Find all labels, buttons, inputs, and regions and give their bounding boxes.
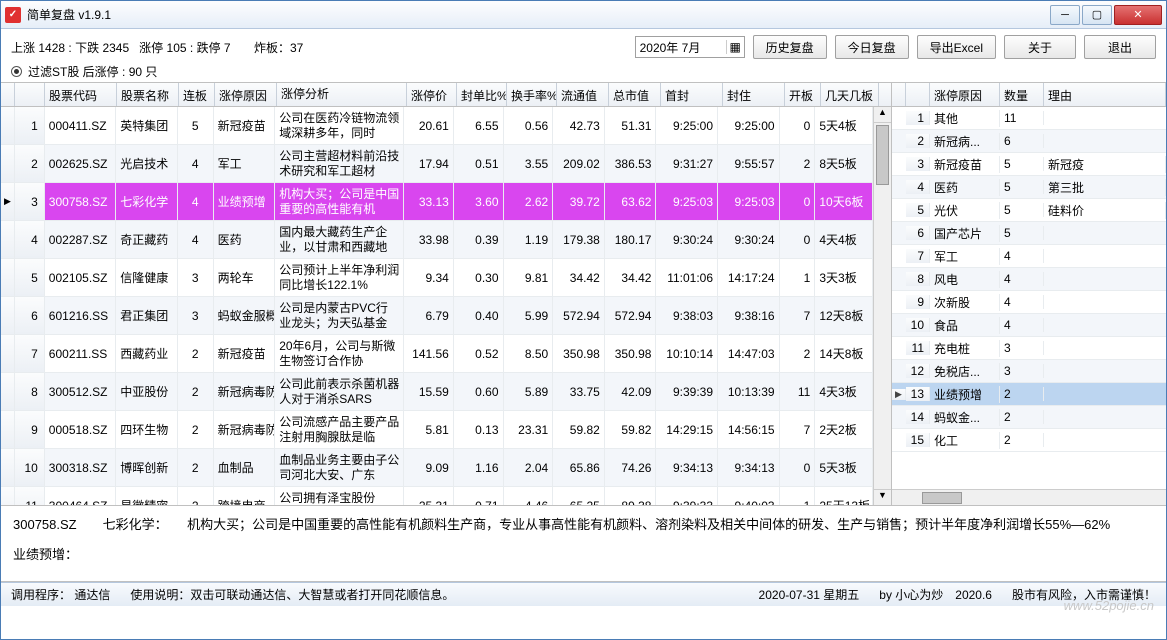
app-icon: ✓ bbox=[5, 7, 21, 23]
side-row[interactable]: 12免税店...3 bbox=[892, 360, 1166, 383]
table-body[interactable]: 1000411.SZ英特集团5新冠疫苗公司在医药冷链物流领域深耕多年，同时20.… bbox=[1, 107, 873, 505]
vertical-scrollbar[interactable]: ▲ ▼ bbox=[873, 107, 891, 505]
about-button[interactable]: 关于 bbox=[1004, 35, 1076, 59]
table-row[interactable]: 5002105.SZ信隆健康3两轮车公司预计上半年净利润同比增长122.1%9.… bbox=[1, 259, 873, 297]
table-row[interactable]: 6601216.SS君正集团3蚂蚁金服概念股公司是内蒙古PVC行业龙头；为天弘基… bbox=[1, 297, 873, 335]
col-board[interactable]: 连板 bbox=[179, 83, 215, 106]
minimize-button[interactable]: ─ bbox=[1050, 5, 1080, 25]
side-row[interactable]: 3新冠疫苗5新冠疫 bbox=[892, 153, 1166, 176]
status-prog: 调用程序： 通达信 bbox=[11, 586, 110, 603]
side-row[interactable]: 7军工4 bbox=[892, 245, 1166, 268]
side-row[interactable]: ▶13业绩预增2 bbox=[892, 383, 1166, 406]
side-col-reason[interactable]: 涨停原因 bbox=[930, 83, 1000, 106]
status-author: by 小心为炒 2020.6 bbox=[879, 586, 992, 603]
exit-button[interactable]: 退出 bbox=[1084, 35, 1156, 59]
col-days[interactable]: 几天几板 bbox=[821, 83, 879, 106]
scroll-up-icon[interactable]: ▲ bbox=[874, 107, 891, 123]
side-row[interactable]: 15化工2 bbox=[892, 429, 1166, 452]
history-button[interactable]: 历史复盘 bbox=[753, 35, 827, 59]
col-tot[interactable]: 总市值 bbox=[609, 83, 661, 106]
scrollbar-thumb[interactable] bbox=[876, 125, 889, 185]
date-input[interactable] bbox=[636, 40, 726, 54]
side-row[interactable]: 8风电4 bbox=[892, 268, 1166, 291]
table-row[interactable]: 10300318.SZ博晖创新2血制品血制品业务主要由子公司河北大安、广东9.0… bbox=[1, 449, 873, 487]
table-row[interactable]: 1000411.SZ英特集团5新冠疫苗公司在医药冷链物流领域深耕多年，同时20.… bbox=[1, 107, 873, 145]
status-risk: 股市有风险，入市需谨慎！ bbox=[1012, 586, 1156, 603]
scroll-down-icon[interactable]: ▼ bbox=[874, 489, 891, 505]
window-title: 简单复盘 v1.9.1 bbox=[27, 6, 1050, 23]
table-row[interactable]: 8300512.SZ中亚股份2新冠病毒防治公司此前表示杀菌机器人对于消杀SARS… bbox=[1, 373, 873, 411]
detail-line2: 业绩预增： bbox=[13, 544, 1154, 566]
maximize-button[interactable]: ▢ bbox=[1082, 5, 1112, 25]
export-excel-button[interactable]: 导出Excel bbox=[917, 35, 996, 59]
filter-label: 过滤ST股 后涨停 : 90 只 bbox=[28, 63, 157, 80]
side-table: 涨停原因 数量 理由 1其他112新冠病...63新冠疫苗5新冠疫4医药5第三批… bbox=[891, 83, 1166, 505]
date-picker[interactable]: ▦ bbox=[635, 36, 745, 58]
side-row[interactable]: 11充电桩3 bbox=[892, 337, 1166, 360]
status-date: 2020-07-31 星期五 bbox=[759, 586, 860, 603]
calendar-icon[interactable]: ▦ bbox=[726, 40, 744, 54]
side-row[interactable]: 9次新股4 bbox=[892, 291, 1166, 314]
detail-line1: 300758.SZ 七彩化学： 机构大买；公司是中国重要的高性能有机颜料生产商，… bbox=[13, 514, 1154, 536]
col-name[interactable]: 股票名称 bbox=[117, 83, 179, 106]
side-row[interactable]: 14蚂蚁金...2 bbox=[892, 406, 1166, 429]
table-row[interactable]: 7600211.SS西藏药业2新冠疫苗20年6月，公司与斯微生物签订合作协141… bbox=[1, 335, 873, 373]
side-row[interactable]: 6国产芯片5 bbox=[892, 222, 1166, 245]
side-row[interactable]: 10食品4 bbox=[892, 314, 1166, 337]
side-row[interactable]: 4医药5第三批 bbox=[892, 176, 1166, 199]
side-col-liyou[interactable]: 理由 bbox=[1044, 83, 1166, 106]
side-body[interactable]: 1其他112新冠病...63新冠疫苗5新冠疫4医药5第三批5光伏5硅料价6国产芯… bbox=[892, 107, 1166, 505]
col-turnover[interactable]: 换手率% bbox=[507, 83, 557, 106]
col-reason[interactable]: 涨停原因 bbox=[215, 83, 277, 106]
side-row[interactable]: 1其他11 bbox=[892, 107, 1166, 130]
table-row[interactable]: 2002625.SZ光启技术4军工公司主营超材料前沿技术研究和军工超材17.94… bbox=[1, 145, 873, 183]
col-code[interactable]: 股票代码 bbox=[45, 83, 117, 106]
side-hscrollbar[interactable] bbox=[892, 489, 1166, 505]
col-seal[interactable]: 封住 bbox=[723, 83, 785, 106]
today-button[interactable]: 今日复盘 bbox=[835, 35, 909, 59]
main-table: 股票代码 股票名称 连板 涨停原因 涨停分析 涨停价 封单比% 换手率% 流通值… bbox=[1, 83, 891, 505]
side-row[interactable]: 5光伏5硅料价 bbox=[892, 199, 1166, 222]
table-header: 股票代码 股票名称 连板 涨停原因 涨停分析 涨停价 封单比% 换手率% 流通值… bbox=[1, 83, 891, 107]
col-pct[interactable]: 封单比% bbox=[457, 83, 507, 106]
titlebar: ✓ 简单复盘 v1.9.1 ─ ▢ ✕ bbox=[1, 1, 1166, 29]
stats-line: 上涨 1428 : 下跌 2345 涨停 105 : 跌停 7 炸板：37 bbox=[11, 39, 627, 56]
side-header: 涨停原因 数量 理由 bbox=[892, 83, 1166, 107]
filter-radio[interactable] bbox=[11, 66, 22, 77]
detail-panel: 300758.SZ 七彩化学： 机构大买；公司是中国重要的高性能有机颜料生产商，… bbox=[1, 506, 1166, 582]
table-row[interactable]: 9000518.SZ四环生物2新冠病毒防治公司流感产品主要产品注射用胸腺肽是临5… bbox=[1, 411, 873, 449]
side-col-num[interactable]: 数量 bbox=[1000, 83, 1044, 106]
table-row[interactable]: 4002287.SZ奇正藏药4医药国内最大藏药生产企业，以甘肃和西藏地33.98… bbox=[1, 221, 873, 259]
side-row[interactable]: 2新冠病...6 bbox=[892, 130, 1166, 153]
close-button[interactable]: ✕ bbox=[1114, 5, 1162, 25]
table-row[interactable]: ▶3300758.SZ七彩化学4业绩预增机构大买；公司是中国重要的高性能有机33… bbox=[1, 183, 873, 221]
col-price[interactable]: 涨停价 bbox=[407, 83, 457, 106]
table-row[interactable]: 11300464.SZ星徽精密2跨境电商公司拥有泽宝股份100%股权，标的有25… bbox=[1, 487, 873, 505]
col-desc[interactable]: 涨停分析 bbox=[277, 83, 407, 106]
col-open[interactable]: 开板 bbox=[785, 83, 821, 106]
col-circ[interactable]: 流通值 bbox=[557, 83, 609, 106]
status-bar: 调用程序： 通达信 使用说明：双击可联动通达信、大智慧或者打开同花顺信息。 20… bbox=[1, 582, 1166, 606]
col-first[interactable]: 首封 bbox=[661, 83, 723, 106]
status-usage: 使用说明：双击可联动通达信、大智慧或者打开同花顺信息。 bbox=[130, 586, 454, 603]
